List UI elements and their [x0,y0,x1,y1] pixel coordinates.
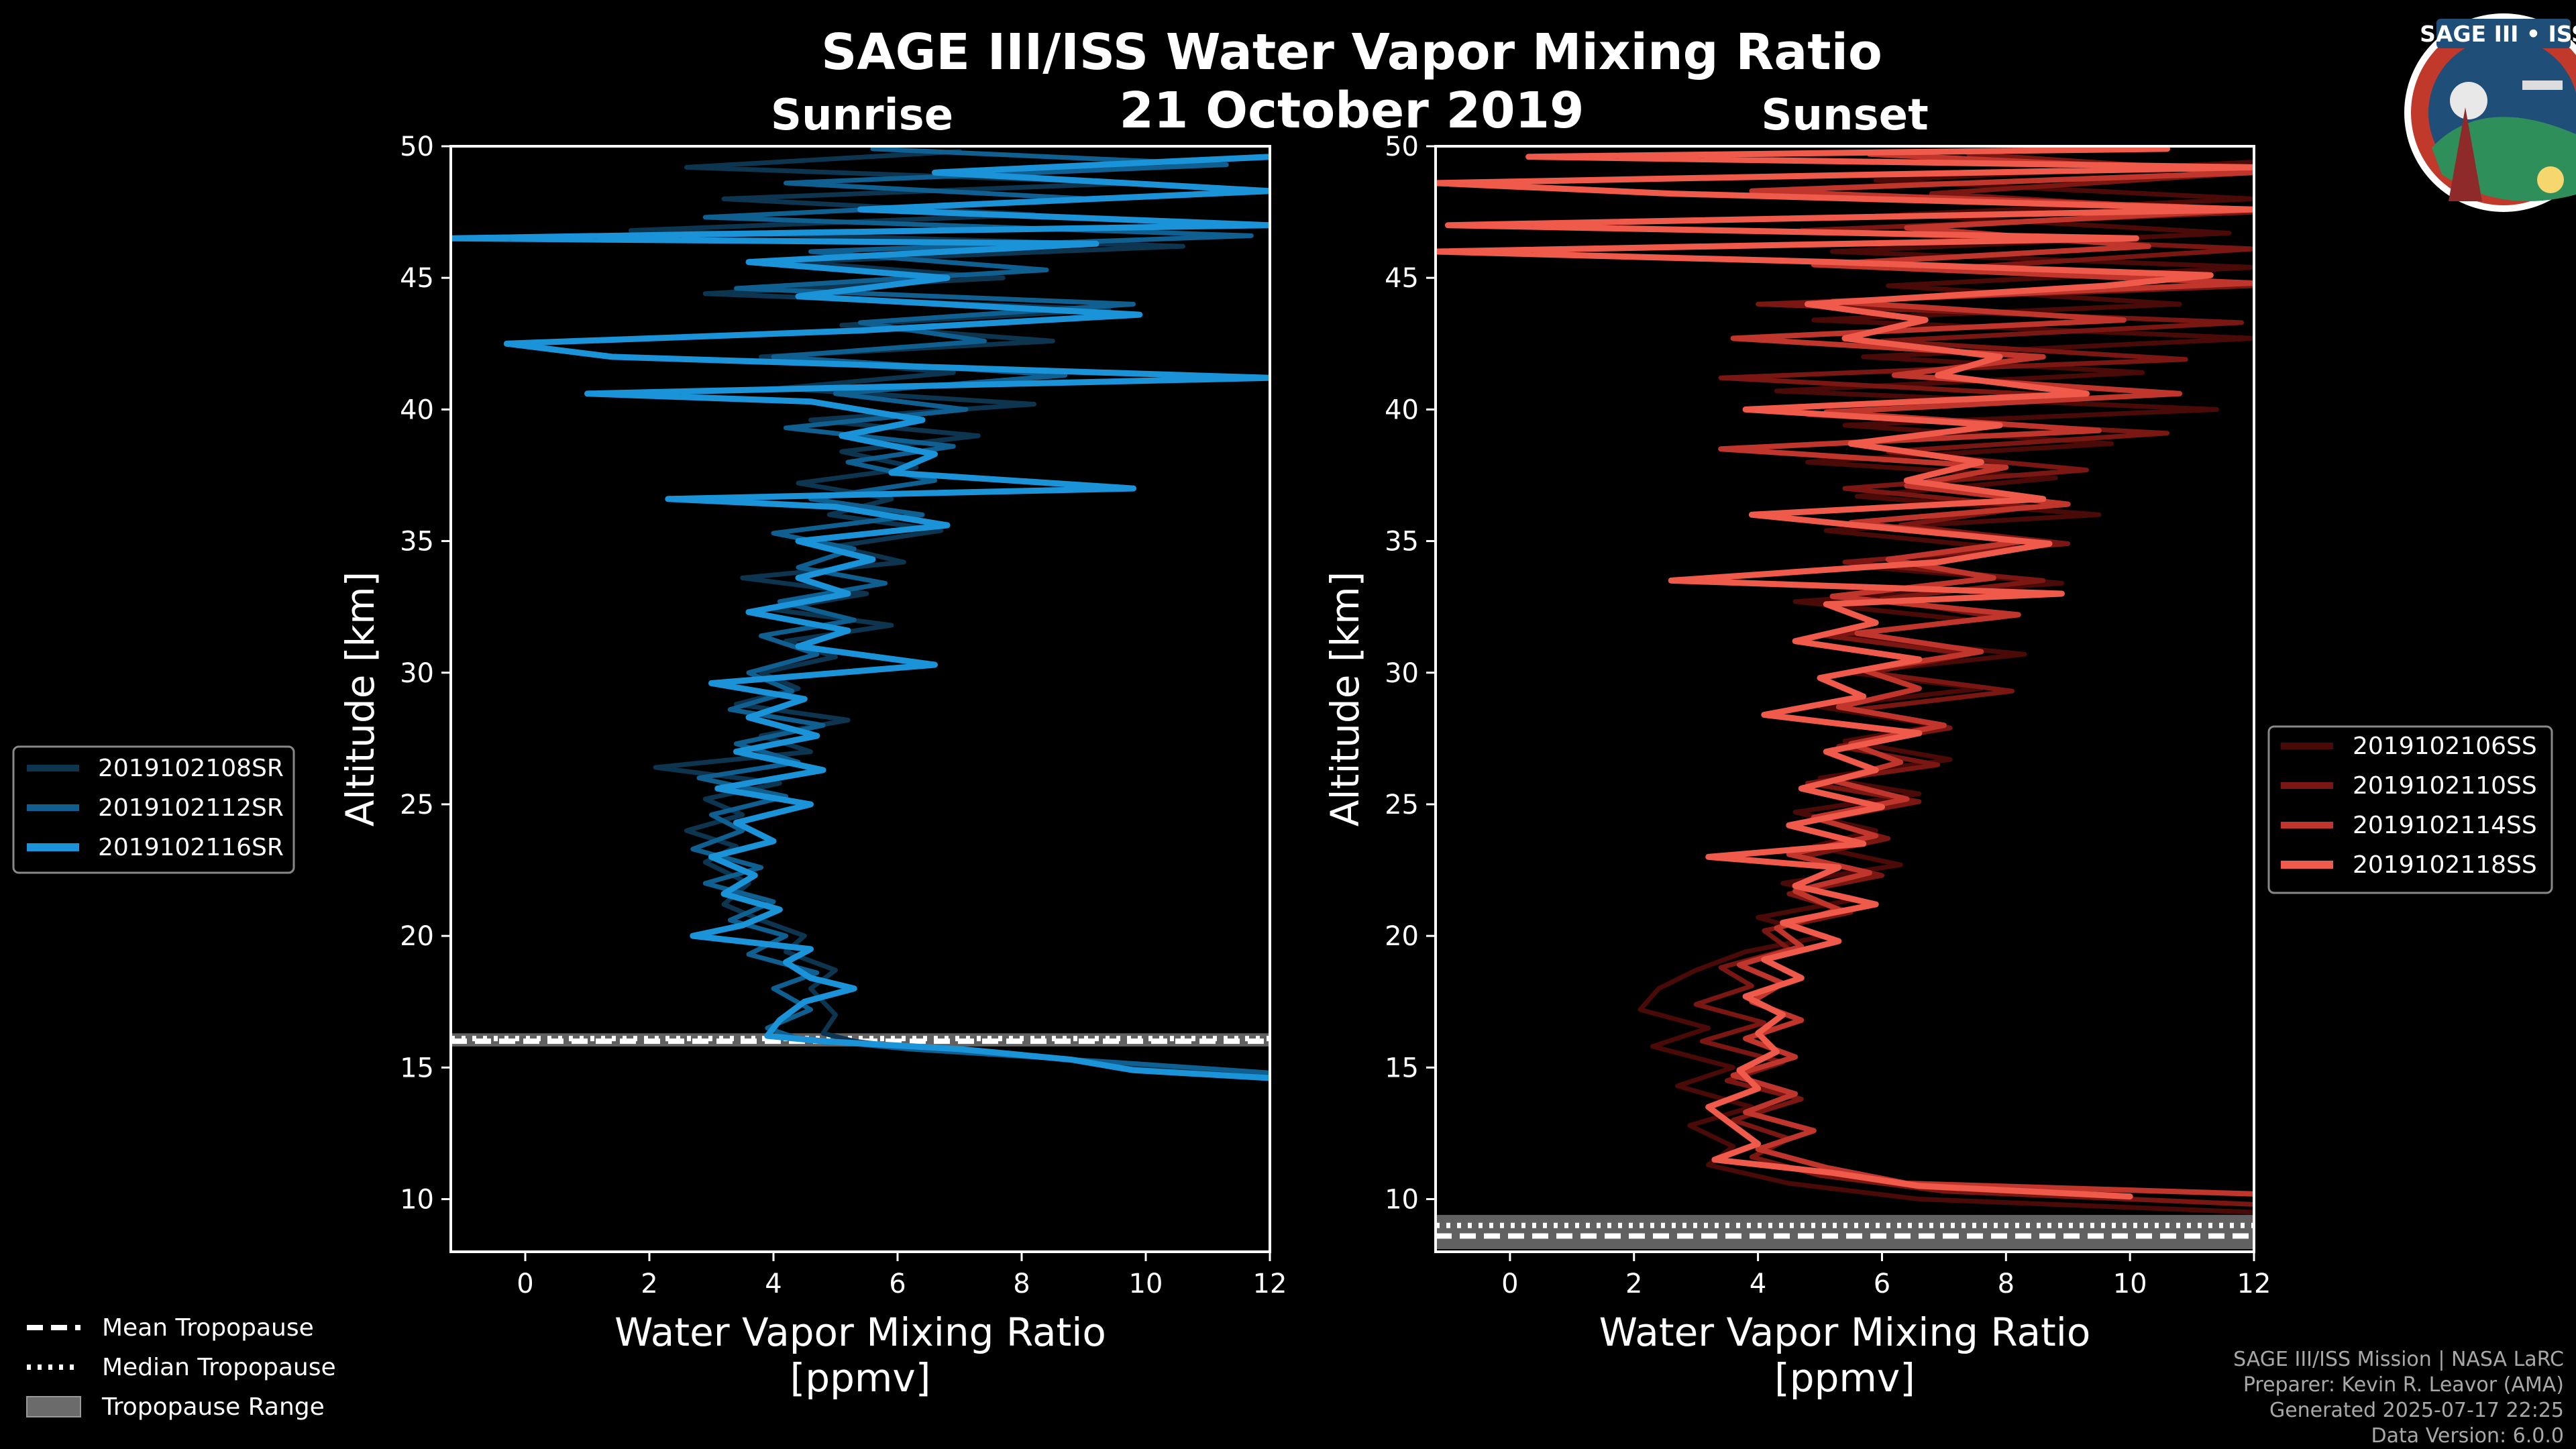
sunrise-ytick-label: 45 [400,263,434,294]
sunset-ytick-label: 20 [1385,921,1419,952]
footer-credits: SAGE III/ISS Mission | NASA LaRC Prepare… [2233,1348,2564,1448]
sunset-xtick-label: 8 [1998,1269,2015,1299]
logo-station [2522,80,2563,90]
logo-figure [2449,107,2482,201]
sunrise-xtick-label: 12 [1253,1269,1287,1299]
sunrise-xaxis-label: Water Vapor Mixing Ratio [614,1309,1106,1355]
logo-banner [2436,19,2571,48]
series-line-2019102112SR [690,146,1270,1075]
sunset-xtick-label: 2 [1625,1269,1642,1299]
sunset-xtick-label: 12 [2237,1269,2271,1299]
footer-mission: SAGE III/ISS Mission | NASA LaRC [2233,1348,2564,1371]
sunrise-ytick-label: 10 [400,1185,434,1216]
sunset-ytick-label: 35 [1385,527,1419,557]
legend-label-2019102110SS: 2019102110SS [2353,772,2537,800]
series-line-2019102114SS [1718,151,2254,1197]
sunset-ytick-label: 25 [1385,790,1419,820]
sunset-xaxis-label: Water Vapor Mixing Ratio [1599,1309,2091,1355]
sunset-xaxis-units: [ppmv] [1774,1355,1915,1401]
sunrise-subtitle: Sunrise [771,91,953,140]
sunset-tropopause-range [1436,1215,2254,1250]
sage-mission-logo: SAGE III • ISS [2404,13,2576,212]
sunset-legend: 2019102106SS 2019102110SS 2019102114SS 2… [2267,725,2553,894]
sunset-legend-box [2267,725,2553,894]
sunset-ytick-label: 30 [1385,658,1419,689]
logo-sun [2537,166,2564,193]
sunrise-ytick-label: 30 [400,658,434,689]
footer-preparer: Preparer: Kevin R. Leavor (AMA) [2243,1373,2564,1397]
sunrise-ytick-label: 25 [400,790,434,820]
footer-data-version: Data Version: 6.0.0 [2371,1424,2564,1448]
series-line-2019102110SS [1693,152,2254,1207]
sunrise-xtick-label: 10 [1129,1269,1163,1299]
median-tropopause-label: Median Tropopause [102,1354,336,1381]
sunset-subtitle: Sunset [1761,91,1928,140]
figure-title: SAGE III/ISS Water Vapor Mixing Ratio [821,23,1882,81]
series-line-2019102118SS [1436,146,2254,1200]
legend-label-2019102108SR: 2019102108SR [98,755,284,782]
sunrise-xtick-label: 0 [517,1269,533,1299]
sunset-xtick-label: 4 [1750,1269,1766,1299]
logo-text: SAGE III • ISS [2420,21,2576,47]
sunset-yaxis-label: Altitude [km] [1322,572,1368,826]
tropopause-legend: Mean Tropopause Median Tropopause Tropop… [26,1314,336,1421]
sunrise-ytick-label: 40 [400,394,434,425]
sunrise-ytick-label: 50 [400,131,434,162]
legend-label-2019102114SS: 2019102114SS [2353,812,2537,839]
sunrise-plot-area [451,146,1270,1252]
tropopause-range-swatch [26,1396,81,1417]
sunset-xtick-label: 6 [1874,1269,1890,1299]
sunset-xtick-label: 0 [1501,1269,1518,1299]
sunrise-xtick-label: 6 [889,1269,906,1299]
sunset-chart: 0 2 4 6 8 10 12 10 15 20 25 30 35 40 45 50 Water Vapor M… [1322,131,2271,1401]
sunset-ytick-label: 50 [1385,131,1419,162]
sunrise-legend-box [12,745,295,874]
mean-tropopause-label: Mean Tropopause [102,1314,314,1342]
sunrise-axes-frame [449,145,1271,1253]
sunset-ytick-label: 40 [1385,394,1419,425]
legend-label-2019102106SS: 2019102106SS [2353,733,2537,760]
legend-label-2019102112SR: 2019102112SR [98,794,284,822]
sunrise-ytick-label: 35 [400,527,434,557]
sunset-ytick-label: 15 [1385,1053,1419,1083]
sunrise-ytick-label: 20 [400,921,434,952]
sunrise-yaxis-label: Altitude [km] [337,572,383,826]
sunset-axes-frame [1434,145,2255,1253]
sunrise-xtick-label: 4 [765,1269,782,1299]
sunrise-xtick-label: 2 [641,1269,657,1299]
legend-label-2019102116SR: 2019102116SR [98,834,284,861]
sunset-xtick-label: 10 [2113,1269,2147,1299]
sunrise-ytick-label: 15 [400,1053,434,1083]
series-line-2019102116SR [451,154,1270,1081]
legend-label-2019102118SS: 2019102118SS [2353,851,2537,879]
sunset-ytick-label: 45 [1385,263,1419,294]
sunset-ytick-label: 10 [1385,1185,1419,1216]
sunrise-xtick-label: 8 [1013,1269,1030,1299]
sunrise-legend: 2019102108SR 2019102112SR 2019102116SR [12,745,295,874]
footer-generated: Generated 2025-07-17 22:25 [2269,1399,2564,1422]
tropopause-range-label: Tropopause Range [101,1393,325,1421]
sunrise-chart: 0 2 4 6 8 10 12 10 15 20 25 30 35 40 45 50 Water Vapor M… [337,131,1287,1401]
sunrise-xaxis-units: [ppmv] [790,1355,931,1401]
logo-moon [2450,82,2487,119]
figure-date: 21 October 2019 [1119,82,1584,140]
